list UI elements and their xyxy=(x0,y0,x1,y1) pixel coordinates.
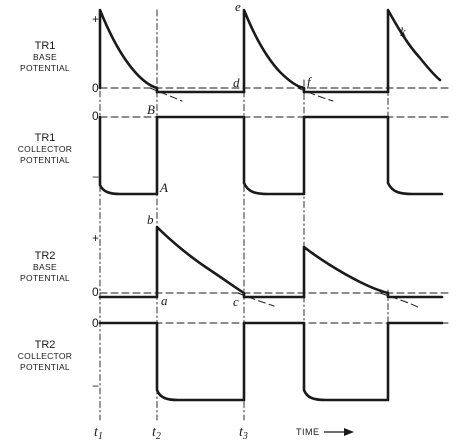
time-axis-label: TIME xyxy=(296,427,320,437)
label-c: c xyxy=(233,294,239,309)
panel-label-tr2-base: TR2 BASE POTENTIAL xyxy=(20,250,70,283)
svg-text:COLLECTOR: COLLECTOR xyxy=(18,351,73,361)
svg-text:POTENTIAL: POTENTIAL xyxy=(20,362,70,372)
svg-text:TR1: TR1 xyxy=(35,132,56,144)
tr2-collector-waveform xyxy=(98,321,444,402)
time-arrow-icon xyxy=(324,428,354,436)
svg-text:TR2: TR2 xyxy=(35,339,56,351)
svg-text:BASE: BASE xyxy=(33,262,57,272)
label-a: a xyxy=(161,293,168,308)
svg-text:TR2: TR2 xyxy=(35,250,56,262)
label-B: B xyxy=(147,102,155,117)
label-f: f xyxy=(307,74,313,89)
zero-mark-tr1-collector: 0 xyxy=(92,109,99,123)
minus-mark-tr1-collector: − xyxy=(92,170,99,184)
label-A: A xyxy=(159,180,168,195)
panel-label-tr1-base: TR1 BASE POTENTIAL xyxy=(20,40,70,73)
svg-text:TR1: TR1 xyxy=(35,40,56,52)
minus-mark-tr2-collector: − xyxy=(92,379,99,393)
svg-text:POTENTIAL: POTENTIAL xyxy=(20,273,70,283)
tr2-base-waveform xyxy=(98,225,444,309)
svg-text:COLLECTOR: COLLECTOR xyxy=(18,144,73,154)
axis-marks: + 0 0 − + 0 0 − xyxy=(92,12,99,393)
svg-text:POTENTIAL: POTENTIAL xyxy=(20,155,70,165)
label-t3: t3 xyxy=(239,425,248,441)
point-labels: A B a b c d e f k xyxy=(147,0,406,309)
svg-text:POTENTIAL: POTENTIAL xyxy=(20,63,70,73)
zero-reference-lines xyxy=(99,87,451,324)
tr1-base-waveform xyxy=(98,8,442,102)
panel-label-tr2-collector: TR2 COLLECTOR POTENTIAL xyxy=(18,339,73,372)
plus-mark-tr2-base: + xyxy=(92,231,99,245)
label-e: e xyxy=(235,0,241,14)
label-b: b xyxy=(147,212,154,227)
panel-label-tr1-collector: TR1 COLLECTOR POTENTIAL xyxy=(18,132,73,165)
zero-mark-tr1-base: 0 xyxy=(92,81,99,95)
time-labels: t1 t2 t3 TIME xyxy=(94,425,354,441)
label-t2: t2 xyxy=(152,425,161,441)
label-k: k xyxy=(400,24,406,39)
plus-mark-tr1-base: + xyxy=(92,12,99,26)
svg-text:BASE: BASE xyxy=(33,52,57,62)
zero-mark-tr2-collector: 0 xyxy=(92,316,99,330)
label-t1: t1 xyxy=(94,425,103,441)
label-d: d xyxy=(233,75,240,90)
tr1-collector-waveform xyxy=(98,115,444,196)
zero-mark-tr2-base: 0 xyxy=(92,285,99,299)
